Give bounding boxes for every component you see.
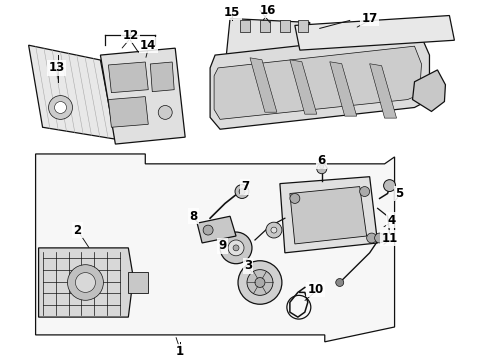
Polygon shape xyxy=(28,45,115,139)
Text: 2: 2 xyxy=(74,224,81,237)
Polygon shape xyxy=(280,177,378,253)
Polygon shape xyxy=(108,62,148,93)
Polygon shape xyxy=(369,64,396,118)
Polygon shape xyxy=(330,62,357,116)
Circle shape xyxy=(158,105,172,120)
Circle shape xyxy=(271,227,277,233)
Circle shape xyxy=(320,165,324,169)
Circle shape xyxy=(75,273,96,292)
Circle shape xyxy=(239,189,245,194)
Text: 14: 14 xyxy=(140,39,156,52)
Polygon shape xyxy=(280,21,290,32)
Circle shape xyxy=(235,185,249,198)
Circle shape xyxy=(266,222,282,238)
Text: 17: 17 xyxy=(362,12,378,25)
Circle shape xyxy=(336,279,343,287)
Circle shape xyxy=(360,186,369,197)
Text: 5: 5 xyxy=(395,187,404,200)
Circle shape xyxy=(203,225,213,235)
Circle shape xyxy=(384,180,395,192)
Polygon shape xyxy=(295,15,454,50)
Bar xyxy=(128,272,148,293)
Polygon shape xyxy=(39,248,133,317)
Circle shape xyxy=(317,164,327,174)
Circle shape xyxy=(255,278,265,287)
Circle shape xyxy=(233,245,239,251)
Circle shape xyxy=(375,233,385,243)
Circle shape xyxy=(68,265,103,300)
Polygon shape xyxy=(150,62,174,92)
Polygon shape xyxy=(100,48,185,144)
Polygon shape xyxy=(210,32,429,129)
Circle shape xyxy=(54,102,67,113)
Text: 4: 4 xyxy=(388,214,396,227)
Text: 11: 11 xyxy=(381,231,398,244)
Text: 9: 9 xyxy=(218,239,226,252)
Polygon shape xyxy=(250,58,277,112)
Circle shape xyxy=(228,240,244,256)
Circle shape xyxy=(247,270,273,295)
Text: 8: 8 xyxy=(189,210,197,223)
Circle shape xyxy=(367,233,377,243)
Circle shape xyxy=(238,261,282,304)
Polygon shape xyxy=(214,46,421,120)
Text: 16: 16 xyxy=(260,4,276,17)
Text: 15: 15 xyxy=(224,6,240,19)
Polygon shape xyxy=(413,70,445,112)
Circle shape xyxy=(220,232,252,264)
Text: 10: 10 xyxy=(308,283,324,296)
Text: 12: 12 xyxy=(122,29,139,42)
Polygon shape xyxy=(298,21,308,32)
Polygon shape xyxy=(226,18,310,60)
Polygon shape xyxy=(240,21,250,32)
Polygon shape xyxy=(108,96,148,127)
Text: 13: 13 xyxy=(49,62,65,75)
Text: 7: 7 xyxy=(241,180,249,193)
Polygon shape xyxy=(260,21,270,32)
Text: 3: 3 xyxy=(244,259,252,272)
Polygon shape xyxy=(290,186,367,244)
Circle shape xyxy=(49,96,73,120)
Text: 1: 1 xyxy=(176,345,184,358)
Text: 6: 6 xyxy=(318,154,326,167)
Circle shape xyxy=(290,194,300,203)
Polygon shape xyxy=(290,60,317,114)
Polygon shape xyxy=(197,216,236,243)
Polygon shape xyxy=(36,154,394,342)
